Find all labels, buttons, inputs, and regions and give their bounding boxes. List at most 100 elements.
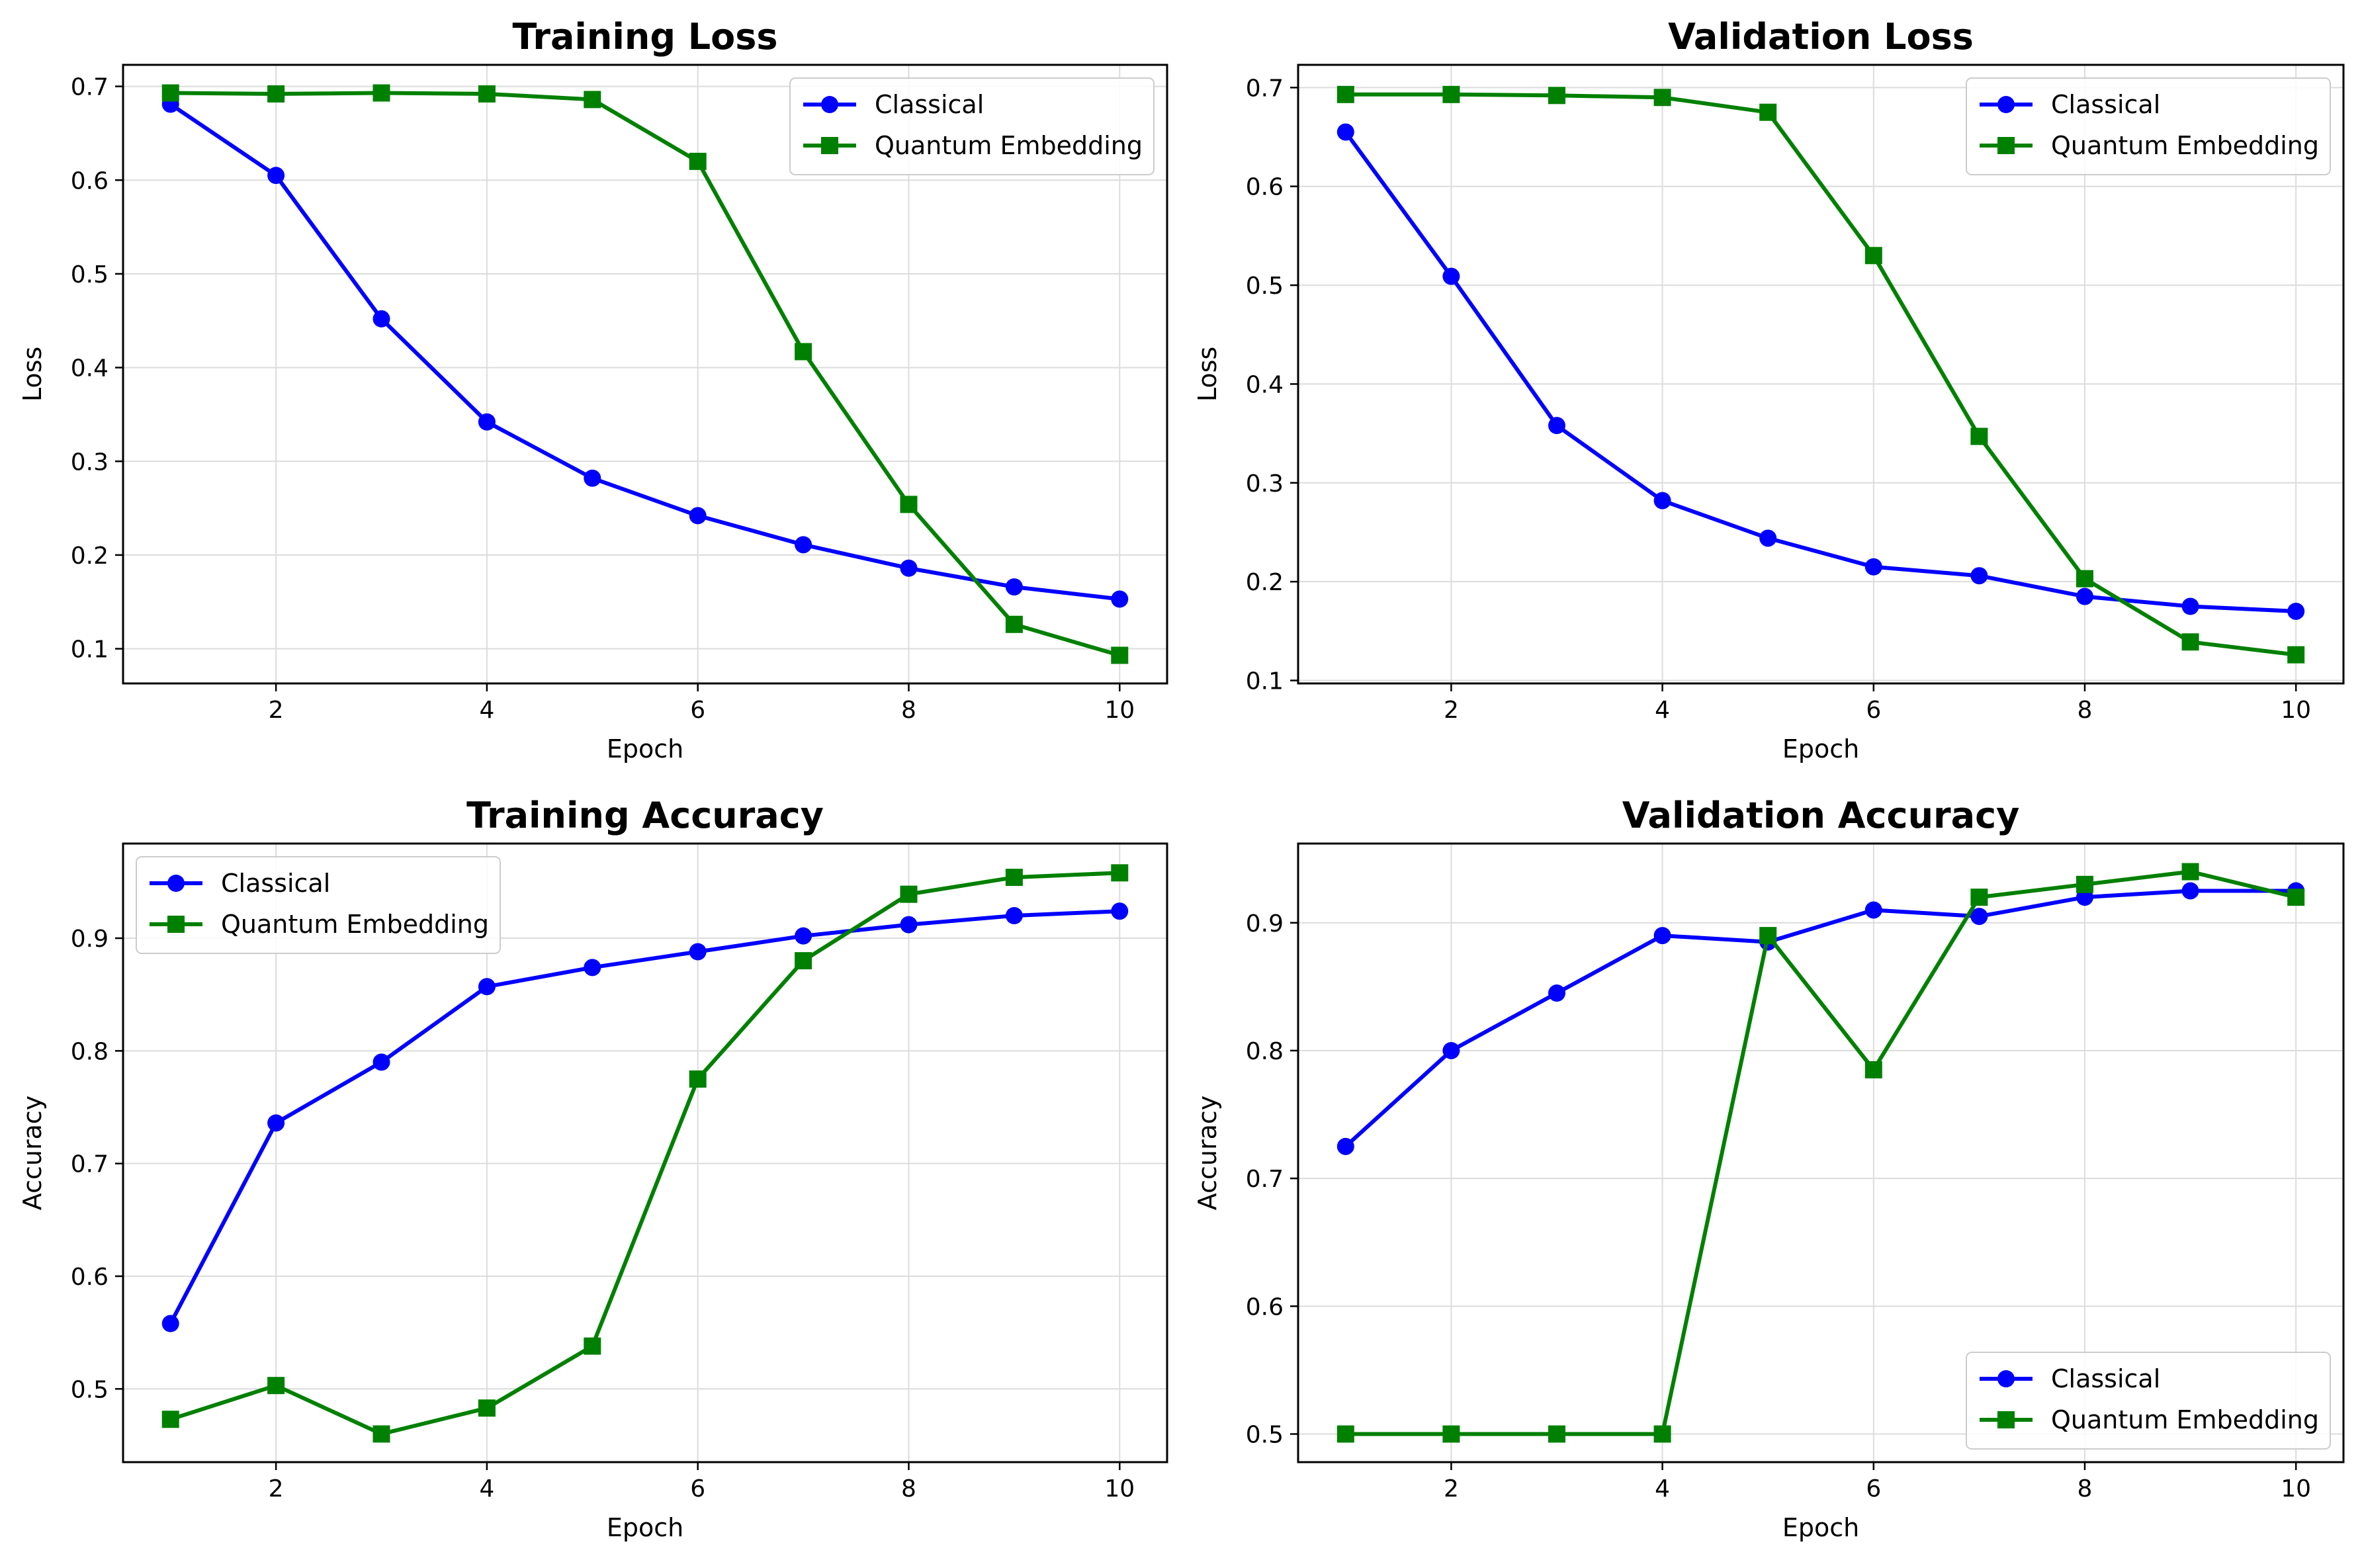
- data-point-classical: [1336, 1137, 1354, 1155]
- y-tick-label: 0.8: [1246, 1038, 1284, 1065]
- data-point-quantum-embedding: [795, 952, 812, 970]
- legend-marker-classical: [821, 96, 838, 113]
- data-point-classical: [1005, 906, 1023, 924]
- data-point-classical: [1864, 558, 1882, 576]
- y-axis-label: Loss: [1193, 347, 1222, 402]
- y-tick-label: 0.7: [71, 74, 109, 101]
- data-point-quantum-embedding: [267, 1377, 285, 1395]
- data-point-quantum-embedding: [1970, 427, 1988, 445]
- x-tick-label: 6: [1866, 697, 1881, 724]
- x-tick-label: 4: [479, 1475, 494, 1503]
- data-point-classical: [161, 1315, 179, 1332]
- data-point-classical: [584, 469, 601, 487]
- chart-title: Validation Accuracy: [1622, 795, 2020, 836]
- chart-title: Training Accuracy: [466, 795, 824, 836]
- x-tick-label: 4: [479, 697, 494, 724]
- data-point-classical: [795, 536, 812, 554]
- chart-title: Training Loss: [512, 16, 777, 58]
- data-point-classical: [1970, 567, 1988, 585]
- legend-marker-classical: [167, 875, 185, 892]
- data-point-quantum-embedding: [689, 1070, 707, 1088]
- data-point-classical: [1005, 578, 1023, 596]
- data-point-classical: [1653, 927, 1671, 945]
- data-point-quantum-embedding: [795, 343, 812, 361]
- x-tick-label: 10: [1104, 1475, 1135, 1503]
- data-point-quantum-embedding: [1336, 85, 1354, 103]
- data-point-classical: [1111, 590, 1129, 608]
- y-axis-label: Accuracy: [1193, 1096, 1222, 1211]
- y-tick-label: 0.4: [71, 355, 109, 382]
- y-tick-label: 0.3: [71, 449, 109, 476]
- x-tick-label: 2: [1444, 697, 1459, 724]
- legend-label-classical: Classical: [221, 869, 330, 898]
- x-tick-label: 10: [2281, 1475, 2311, 1503]
- chart-title: Validation Loss: [1668, 16, 1974, 58]
- legend-label-quantum-embedding: Quantum Embedding: [2051, 131, 2319, 160]
- data-point-quantum-embedding: [1442, 1425, 1460, 1443]
- x-axis-label: Epoch: [1782, 1513, 1859, 1542]
- data-point-classical: [1548, 984, 1566, 1002]
- data-point-classical: [2287, 602, 2305, 620]
- data-point-quantum-embedding: [478, 1399, 496, 1417]
- axes-frame: [1297, 842, 2345, 1463]
- chart-panel-1: 2 4 6 8 10 0.1 0.2 0.3 0.4 0.5 0.6 0.7 Training Loss…: [18, 16, 1168, 763]
- x-tick-label: 10: [2281, 697, 2311, 724]
- data-point-classical: [2076, 588, 2093, 605]
- data-point-quantum-embedding: [478, 85, 496, 103]
- legend-label-quantum-embedding: Quantum Embedding: [875, 131, 1143, 160]
- data-point-classical: [372, 310, 390, 327]
- series-line-classical: [1344, 130, 2296, 613]
- y-tick-label: 0.7: [1246, 1166, 1284, 1193]
- series-line-quantum-embedding: [1345, 869, 2296, 1436]
- legend-label-classical: Classical: [2051, 90, 2160, 119]
- data-point-classical: [478, 978, 496, 996]
- data-point-classical: [1548, 417, 1566, 435]
- x-tick-label: 6: [690, 1475, 705, 1503]
- data-point-classical: [267, 1114, 285, 1132]
- data-point-quantum-embedding: [161, 84, 179, 102]
- y-tick-label: 0.6: [1246, 174, 1284, 201]
- y-tick-label: 0.1: [71, 636, 109, 664]
- legend-label-classical: Classical: [875, 90, 984, 119]
- legend-marker-quantum-embedding: [167, 916, 185, 933]
- x-axis-label: Epoch: [607, 1513, 683, 1542]
- data-point-quantum-embedding: [1442, 85, 1460, 103]
- data-point-classical: [1653, 492, 1671, 509]
- data-point-quantum-embedding: [689, 152, 707, 170]
- y-tick-label: 0.2: [1246, 569, 1284, 596]
- y-tick-label: 0.8: [71, 1038, 109, 1065]
- data-point-quantum-embedding: [1111, 646, 1129, 664]
- y-tick-label: 0.2: [71, 543, 109, 570]
- x-tick-label: 6: [690, 697, 705, 724]
- legend-label-quantum-embedding: Quantum Embedding: [2051, 1405, 2319, 1434]
- data-point-classical: [2181, 597, 2199, 615]
- data-point-quantum-embedding: [161, 1411, 179, 1428]
- legend-box: [1966, 1352, 2331, 1450]
- x-tick-label: 8: [2078, 1475, 2093, 1503]
- data-point-quantum-embedding: [1864, 247, 1882, 265]
- legend-box: [789, 77, 1155, 175]
- x-tick-label: 2: [1444, 1475, 1459, 1503]
- data-point-quantum-embedding: [1548, 87, 1566, 105]
- data-point-classical: [1442, 267, 1460, 285]
- legend: Classical Quantum Embedding: [1966, 1352, 2331, 1450]
- data-point-classical: [478, 413, 496, 431]
- y-tick-label: 0.5: [1246, 273, 1284, 300]
- data-point-quantum-embedding: [584, 91, 601, 109]
- data-point-quantum-embedding: [1005, 869, 1023, 887]
- x-tick-label: 8: [2078, 697, 2093, 724]
- data-point-quantum-embedding: [372, 84, 390, 102]
- x-tick-label: 6: [1866, 1475, 1881, 1503]
- y-tick-label: 0.5: [1246, 1422, 1284, 1449]
- data-point-classical: [1864, 901, 1882, 919]
- x-axis-label: Epoch: [607, 734, 683, 763]
- y-tick-label: 0.1: [1246, 668, 1284, 695]
- data-point-quantum-embedding: [1005, 615, 1023, 633]
- series-line-classical: [1344, 889, 2296, 1149]
- y-axis-label: Accuracy: [18, 1096, 47, 1211]
- legend: Classical Quantum Embedding: [136, 856, 501, 954]
- y-tick-label: 0.7: [71, 1151, 109, 1178]
- y-tick-label: 0.5: [71, 261, 109, 288]
